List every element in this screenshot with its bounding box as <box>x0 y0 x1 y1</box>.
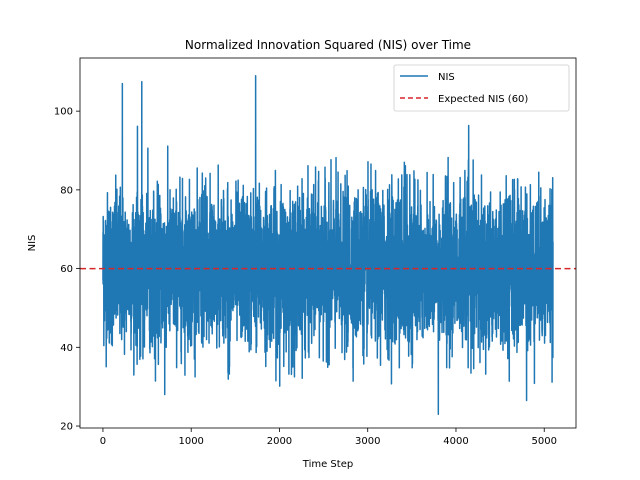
y-tick-label: 20 <box>60 422 73 433</box>
x-tick-label: 4000 <box>443 436 468 447</box>
legend-box <box>393 64 570 112</box>
y-tick-label: 100 <box>54 107 73 118</box>
y-tick-label: 40 <box>60 343 73 354</box>
legend-label-expected: Expected NIS (60) <box>438 94 528 105</box>
y-tick-label: 60 <box>60 264 73 275</box>
x-axis: 0 1000 2000 3000 4000 5000 <box>100 428 557 447</box>
x-tick-label: 0 <box>100 436 106 447</box>
x-tick-label: 1000 <box>178 436 203 447</box>
legend: NIS Expected NIS (60) <box>393 64 570 112</box>
nis-series-line <box>102 74 554 415</box>
y-tick-label: 80 <box>60 185 73 196</box>
x-tick-label: 3000 <box>355 436 380 447</box>
chart-title: Normalized Innovation Squared (NIS) over… <box>185 38 471 52</box>
legend-label-nis: NIS <box>438 72 455 83</box>
plot-frame <box>79 57 577 429</box>
x-tick-label: 2000 <box>267 436 292 447</box>
y-axis: 20 40 60 80 100 <box>54 107 80 433</box>
y-axis-label: NIS <box>27 235 38 252</box>
x-axis-label: Time Step <box>302 459 353 470</box>
series-layer <box>80 74 576 415</box>
x-tick-label: 5000 <box>532 436 557 447</box>
